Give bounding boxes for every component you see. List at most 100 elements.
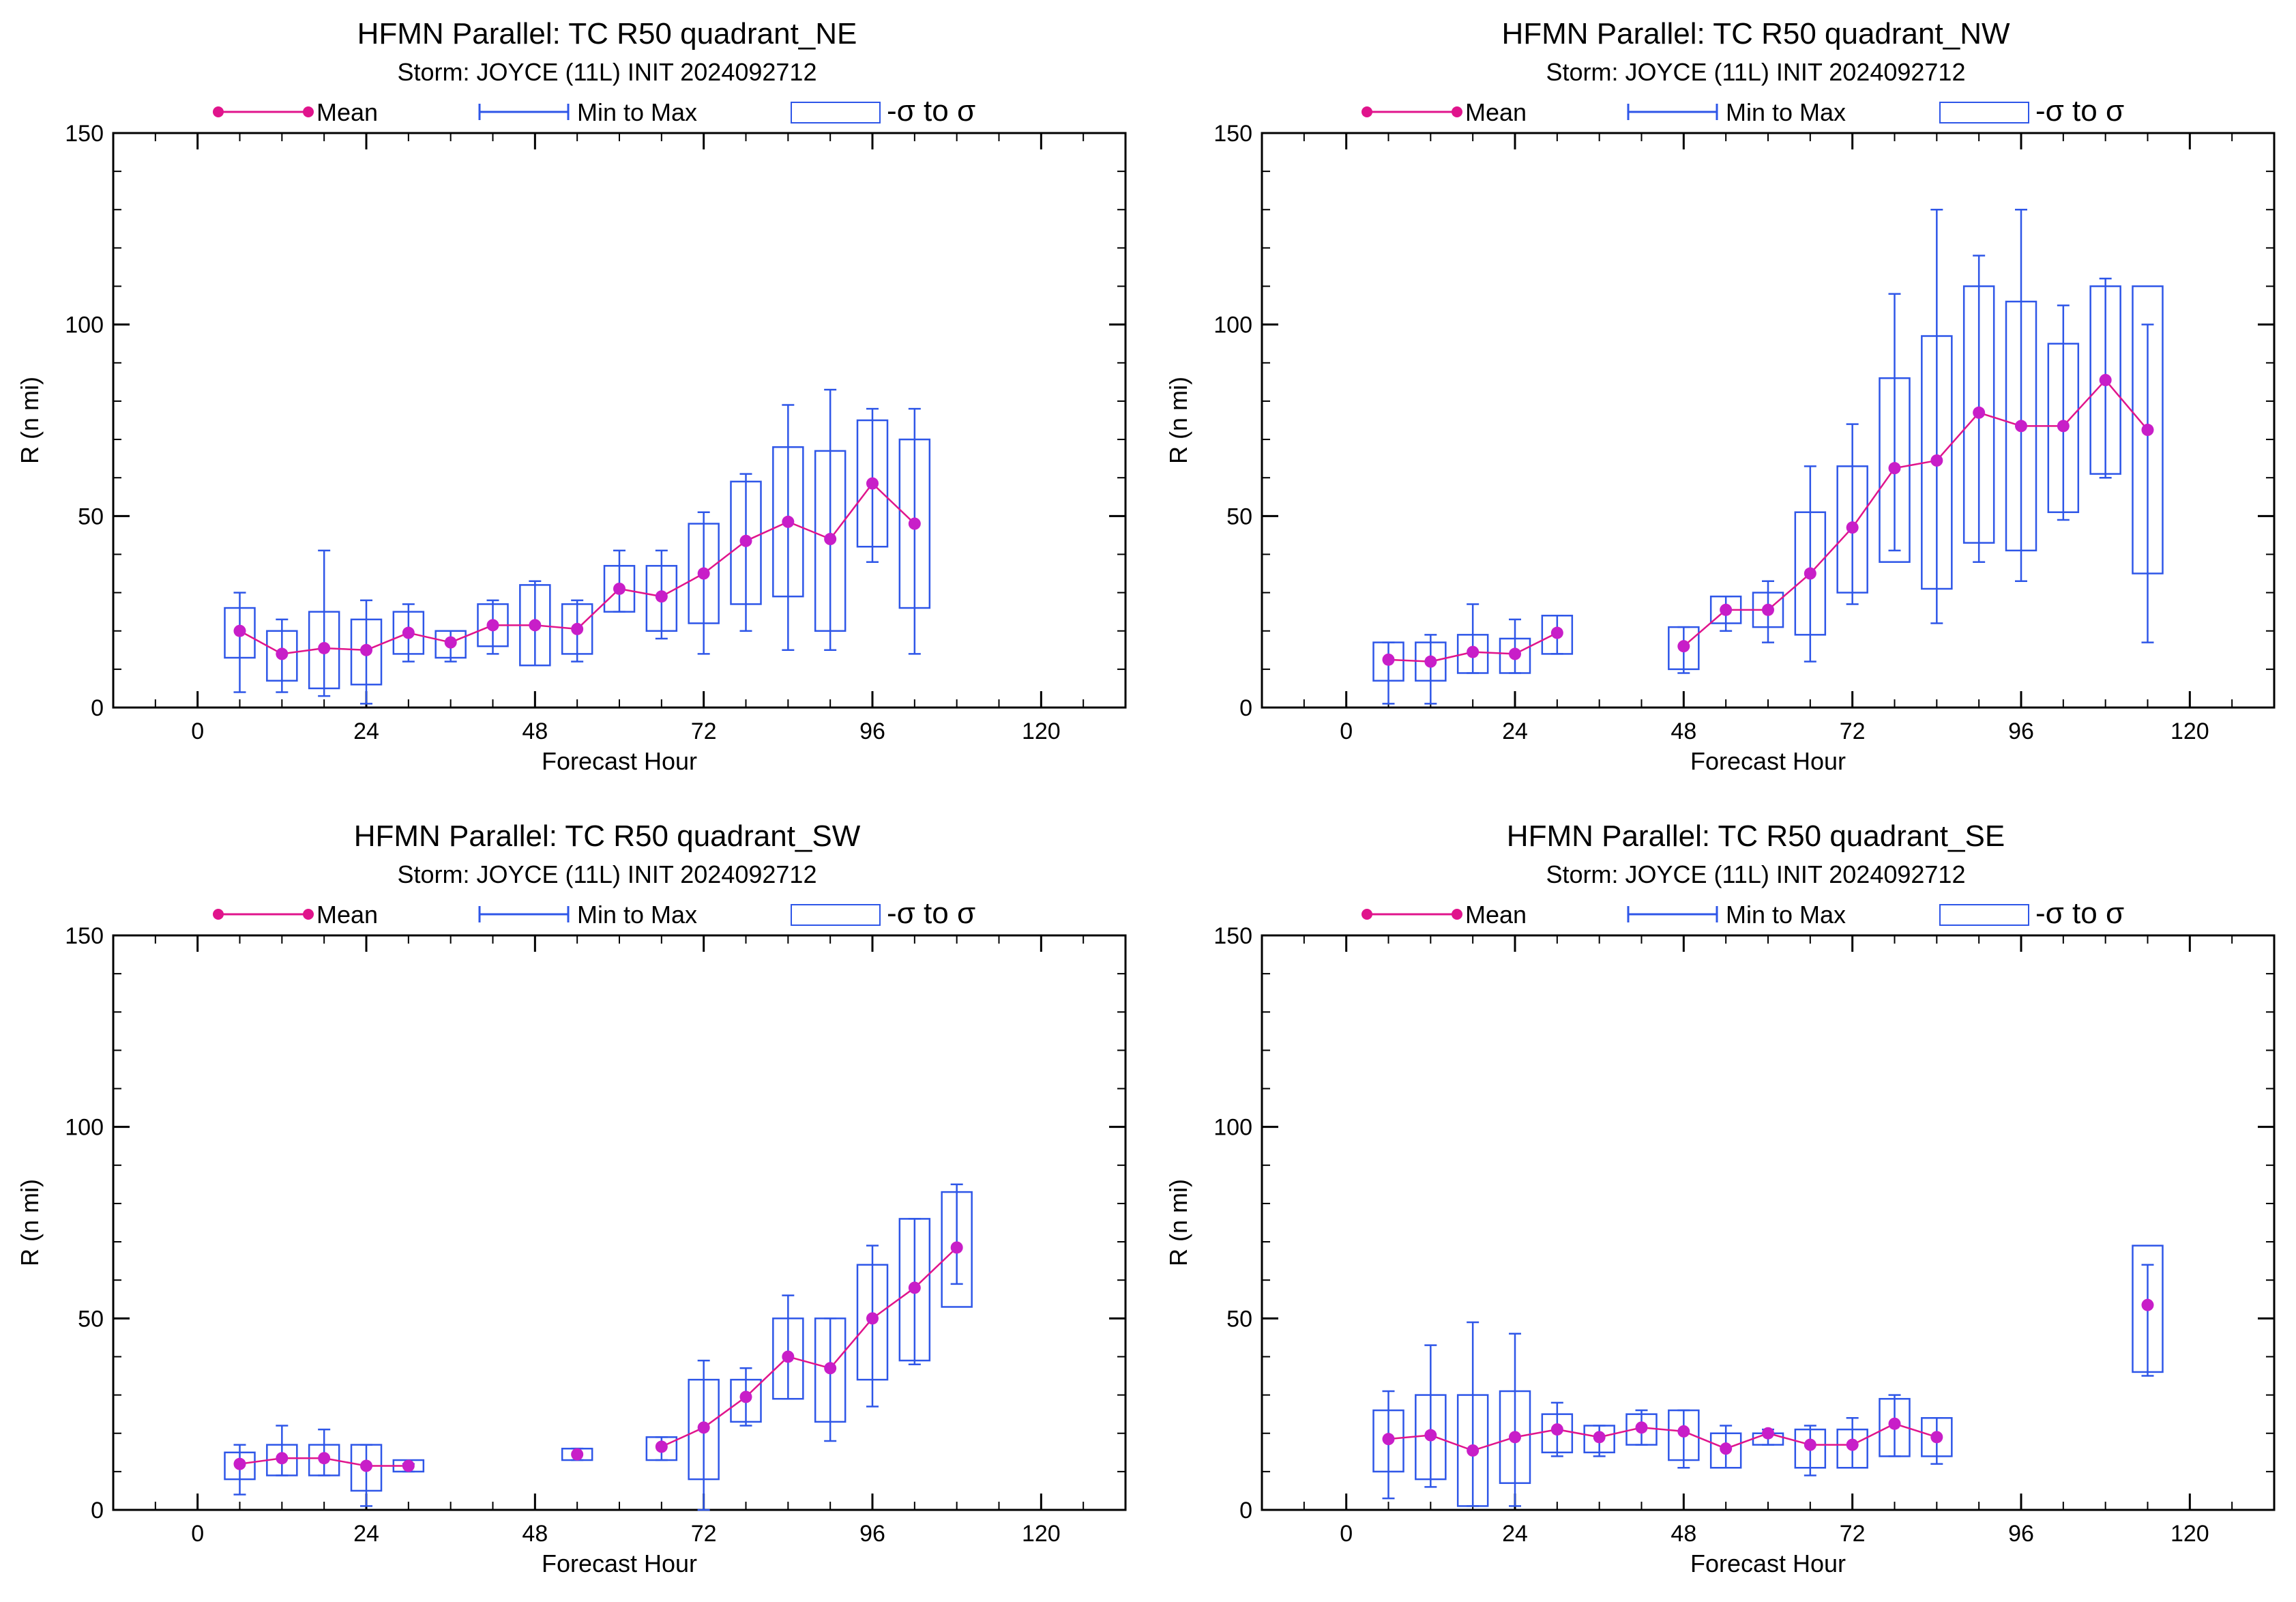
mean-point: [1382, 653, 1395, 666]
x-axis-label: Forecast Hour: [542, 1549, 697, 1577]
mean-point: [402, 626, 415, 639]
mean-point: [1467, 645, 1480, 658]
mean-line-segment: [913, 1247, 958, 1289]
y-tick-label: 0: [1239, 695, 1252, 721]
x-tick-label: 120: [1022, 718, 1061, 744]
y-tick-label: 150: [65, 923, 104, 949]
x-tick-label: 48: [1671, 718, 1696, 744]
mean-line-segment: [1809, 527, 1853, 574]
legend-mean-marker: [303, 106, 314, 117]
y-axis-label: R (n mi): [16, 377, 44, 464]
mean-point: [571, 622, 584, 635]
mean-point: [782, 515, 795, 528]
mean-line-segment: [829, 482, 873, 540]
legend-sigma-label: -σ to σ: [2035, 897, 2124, 930]
legend: Mean Min to Max -σ to σ: [213, 94, 975, 128]
mean-point: [1846, 521, 1859, 534]
mean-point: [1424, 655, 1437, 668]
x-tick-label: 24: [1502, 718, 1528, 744]
x-tick-label: 0: [1340, 718, 1353, 744]
y-tick-label: 100: [1213, 312, 1252, 338]
mean-line-segment: [661, 572, 705, 598]
mean-point: [276, 647, 289, 660]
mean-line-segment: [239, 1457, 282, 1465]
mean-point: [1424, 1429, 1437, 1442]
legend-sigma-label: -σ to σ: [887, 897, 975, 930]
mean-line-segment: [829, 1317, 873, 1369]
mean-point: [360, 643, 372, 656]
x-tick-label: 96: [859, 1521, 885, 1547]
y-tick-label: 0: [91, 695, 104, 721]
legend-sigma-label: -σ to σ: [887, 94, 975, 128]
mean-line-segment: [1473, 651, 1516, 655]
legend: Mean Min to Max -σ to σ: [1362, 94, 2124, 128]
legend-sigma-box: [1939, 102, 2029, 123]
mean-point: [1973, 406, 1986, 419]
axes-frame: [112, 132, 1127, 709]
mean-point: [1677, 640, 1690, 653]
legend-mean-label: Mean: [317, 901, 378, 929]
x-tick-label: 0: [191, 1521, 204, 1547]
mean-line-segment: [1894, 1423, 1937, 1438]
mean-point: [950, 1241, 963, 1254]
legend-mean-marker: [1362, 106, 1372, 117]
legend-mean-label: Mean: [317, 98, 378, 126]
mean-line-segment: [1683, 1430, 1726, 1450]
mean-line-segment: [239, 630, 282, 655]
mean-line-segment: [703, 540, 747, 574]
mean-line-segment: [745, 1356, 789, 1398]
x-tick-label: 96: [2008, 1521, 2034, 1547]
x-tick-label: 48: [522, 718, 548, 744]
legend-sigma-label: -σ to σ: [2035, 94, 2124, 128]
mean-point: [1593, 1431, 1606, 1444]
mean-point: [613, 582, 625, 595]
mean-line-segment: [576, 588, 620, 630]
mean-line-segment: [1472, 1436, 1516, 1452]
mean-line-segment: [661, 1427, 705, 1448]
legend-range-label: Min to Max: [577, 901, 697, 929]
mean-line-segment: [1599, 1427, 1642, 1438]
mean-line-segment: [1767, 1432, 1811, 1446]
mean-line-segment: [1514, 632, 1558, 655]
x-tick-label: 72: [691, 718, 717, 744]
legend-mean-marker: [303, 909, 314, 920]
chart-subtitle: Storm: JOYCE (11L) INIT 2024092712: [398, 58, 817, 86]
mean-point: [1762, 603, 1774, 616]
plot-area: 0 50 100 150 0 24 48 72 96 120: [1213, 121, 2276, 744]
chart-title: HFMN Parallel: TC R50 quadrant_NW: [1502, 17, 2010, 50]
mean-line-segment: [1641, 1427, 1684, 1433]
mean-line-segment: [408, 632, 451, 643]
y-tick-label: 150: [1213, 121, 1252, 147]
mean-point: [1509, 647, 1521, 660]
y-tick-label: 0: [91, 1498, 104, 1524]
mean-point: [1888, 1417, 1901, 1430]
mean-line-segment: [1767, 572, 1811, 611]
chart-subtitle: Storm: JOYCE (11L) INIT 2024092712: [398, 860, 817, 888]
mean-line-segment: [1725, 1432, 1769, 1450]
mean-point: [1677, 1425, 1690, 1438]
x-tick-label: 120: [1022, 1521, 1061, 1547]
mean-point: [233, 1457, 246, 1470]
mean-line-segment: [535, 624, 578, 630]
plot-area: 0 50 100 150 0 24 48 72 96 120: [65, 121, 1127, 744]
mean-line-segment: [2062, 379, 2106, 427]
mean-point: [402, 1459, 415, 1472]
legend-range-label: Min to Max: [1726, 98, 1846, 126]
y-tick-label: 100: [65, 312, 104, 338]
axes-frame: [112, 934, 1127, 1511]
mean-point: [1509, 1431, 1521, 1444]
mean-point: [908, 1281, 921, 1294]
legend-mean-label: Mean: [1465, 901, 1527, 929]
mean-line-segment: [282, 647, 325, 655]
chart-subtitle: Storm: JOYCE (11L) INIT 2024092712: [1546, 58, 1966, 86]
y-tick-label: 100: [65, 1115, 104, 1141]
x-axis-label: Forecast Hour: [1690, 747, 1846, 775]
mean-point: [318, 1452, 331, 1465]
mean-point: [1720, 603, 1733, 616]
x-tick-label: 72: [691, 1521, 717, 1547]
x-axis-label: Forecast Hour: [1690, 1549, 1846, 1577]
legend-range-label: Min to Max: [1726, 901, 1846, 929]
x-tick-label: 120: [2170, 1521, 2209, 1547]
mean-point: [2057, 420, 2070, 433]
